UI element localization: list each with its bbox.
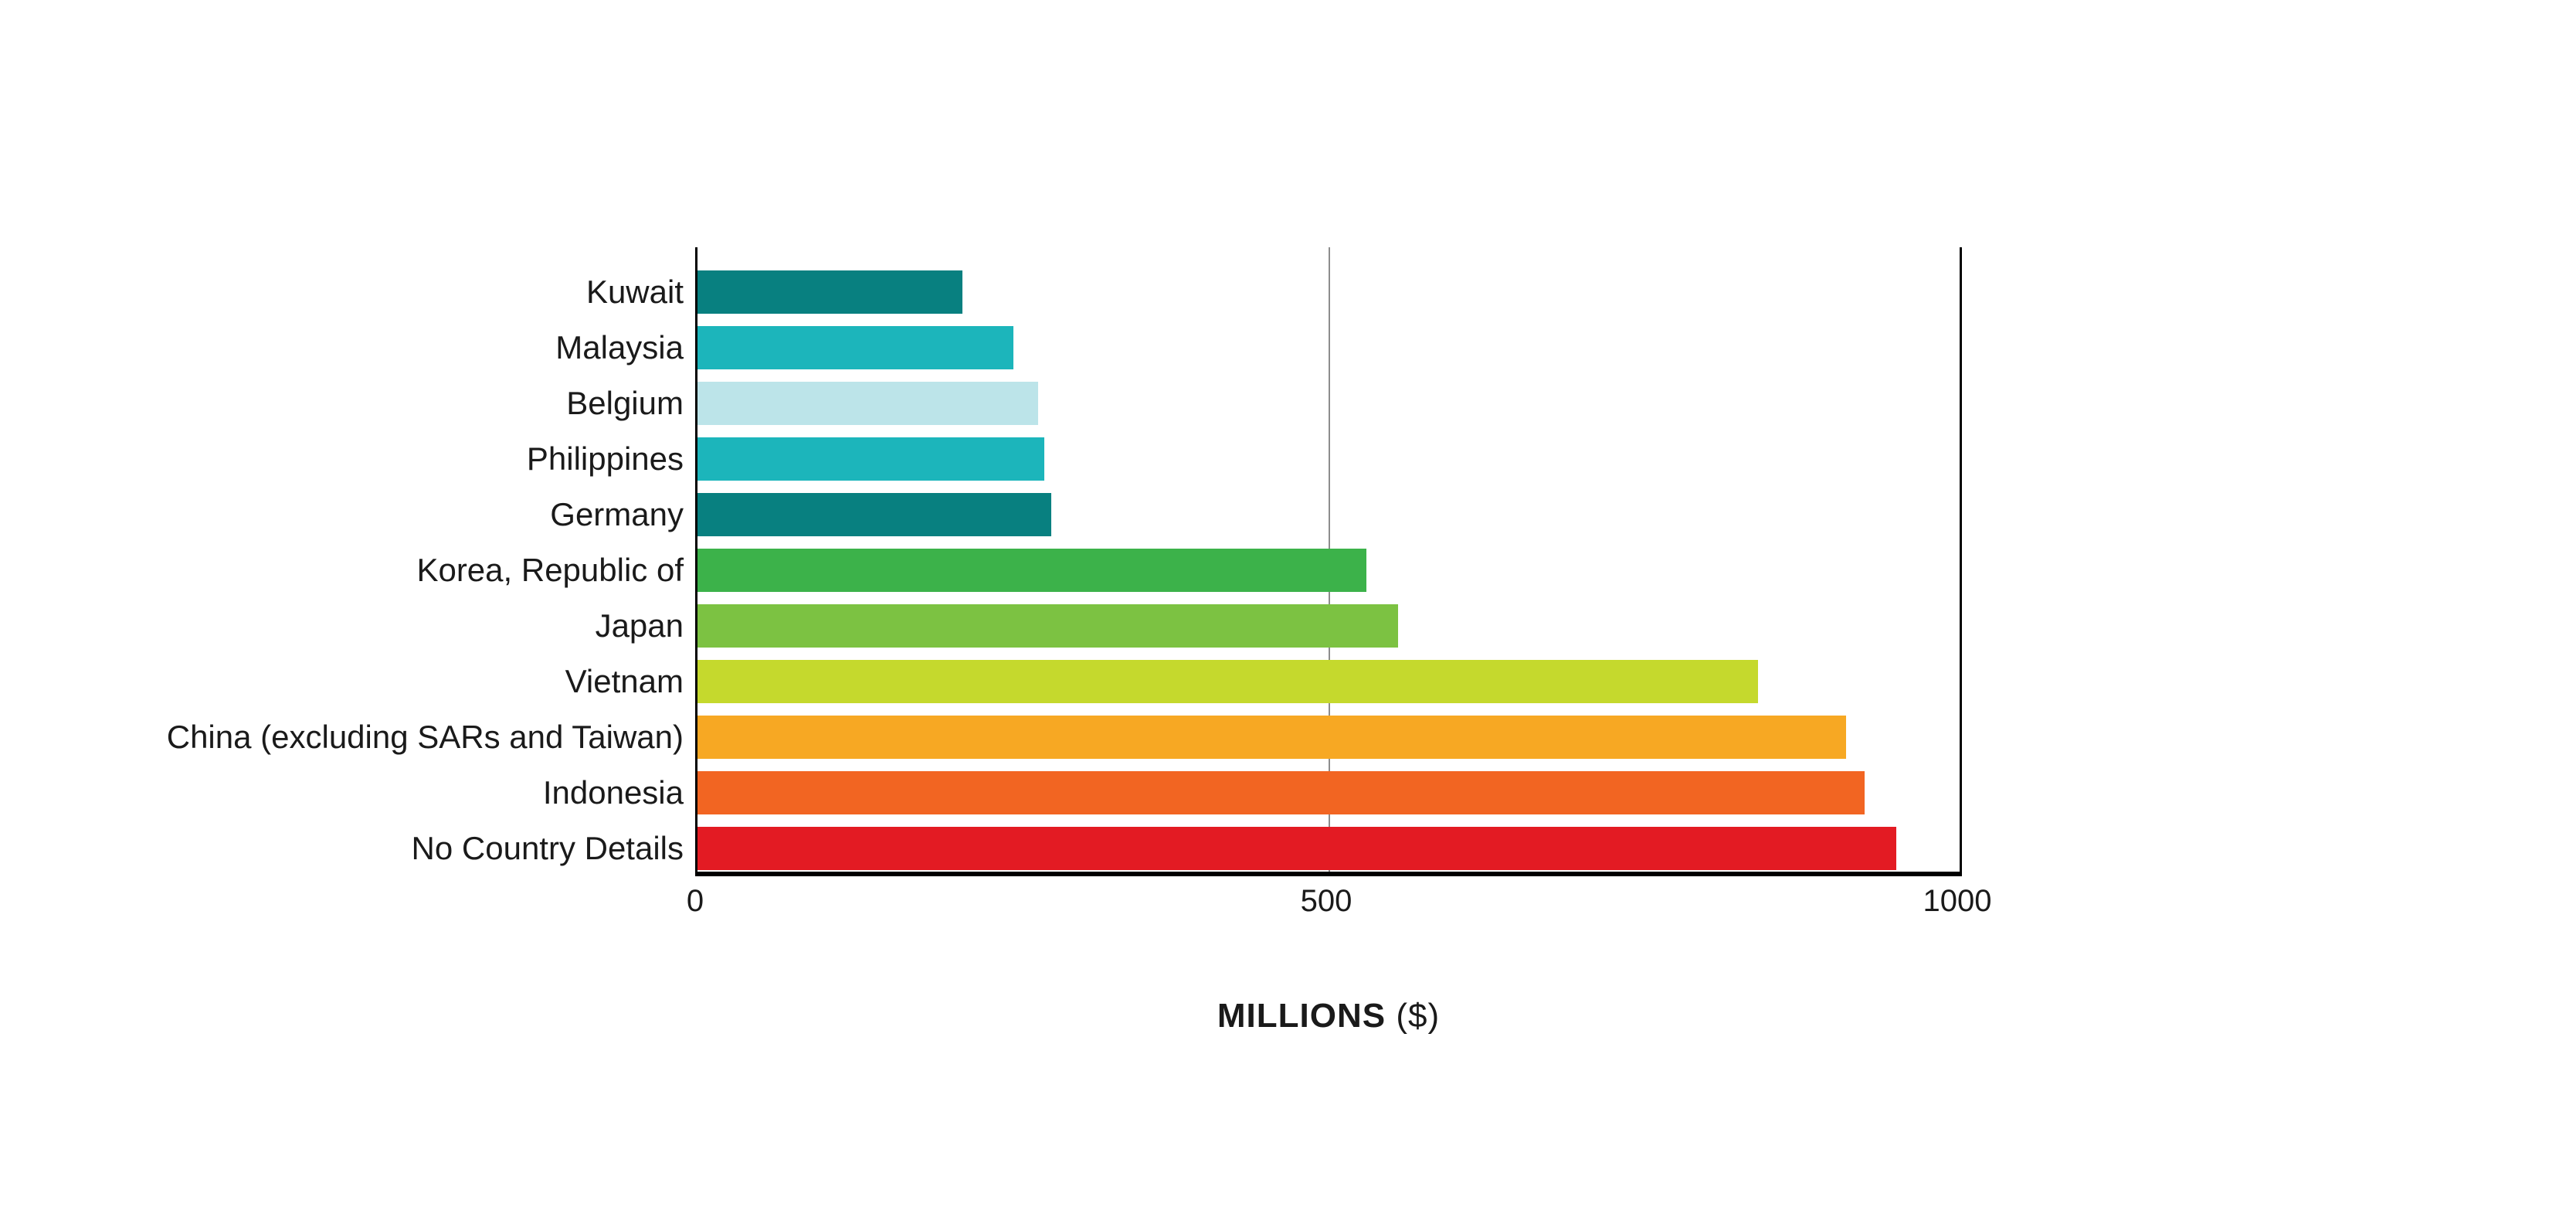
- bar: [697, 771, 1865, 814]
- bar-row: [697, 654, 1960, 709]
- chart-canvas: KuwaitMalaysiaBelgiumPhilippinesGermanyK…: [0, 0, 2576, 1224]
- y-axis-labels: KuwaitMalaysiaBelgiumPhilippinesGermanyK…: [158, 264, 684, 876]
- bar-row: [697, 376, 1960, 431]
- y-axis-label: China (excluding SARs and Taiwan): [158, 709, 684, 765]
- bar: [697, 326, 1013, 369]
- bars-container: [697, 264, 1960, 876]
- x-axis-tick-label: 500: [1301, 884, 1352, 919]
- chart-wrap: KuwaitMalaysiaBelgiumPhilippinesGermanyK…: [158, 247, 2228, 1082]
- x-axis-ticks: 05001000: [695, 884, 1962, 930]
- bar-row: [697, 542, 1960, 598]
- bar: [697, 660, 1758, 703]
- x-axis-label-bold: MILLIONS: [1217, 997, 1386, 1035]
- x-axis-tick-label: 0: [687, 884, 704, 919]
- y-axis-label: Indonesia: [158, 765, 684, 821]
- bar-row: [697, 821, 1960, 876]
- bar: [697, 270, 962, 314]
- y-axis-label: Japan: [158, 598, 684, 654]
- bar-row: [697, 487, 1960, 542]
- bar: [697, 716, 1846, 759]
- x-axis-tick-label: 1000: [1923, 884, 1992, 919]
- x-axis-label-rest: ($): [1386, 997, 1440, 1035]
- y-axis-label: Germany: [158, 487, 684, 542]
- bar: [697, 549, 1366, 592]
- y-axis-label: No Country Details: [158, 821, 684, 876]
- bar: [697, 827, 1896, 870]
- bar: [697, 493, 1051, 536]
- y-axis-label: Philippines: [158, 431, 684, 487]
- bar: [697, 437, 1044, 481]
- y-axis-label: Belgium: [158, 376, 684, 431]
- bar-row: [697, 320, 1960, 376]
- bar-row: [697, 431, 1960, 487]
- y-axis-label: Malaysia: [158, 320, 684, 376]
- x-axis-label: MILLIONS ($): [695, 997, 1962, 1035]
- bar-row: [697, 598, 1960, 654]
- y-axis-label: Vietnam: [158, 654, 684, 709]
- plot-area: [695, 247, 1962, 876]
- bar: [697, 604, 1398, 648]
- y-axis-label: Kuwait: [158, 264, 684, 320]
- bar-row: [697, 765, 1960, 821]
- y-axis-label: Korea, Republic of: [158, 542, 684, 598]
- bar: [697, 382, 1038, 425]
- bar-row: [697, 264, 1960, 320]
- bar-row: [697, 709, 1960, 765]
